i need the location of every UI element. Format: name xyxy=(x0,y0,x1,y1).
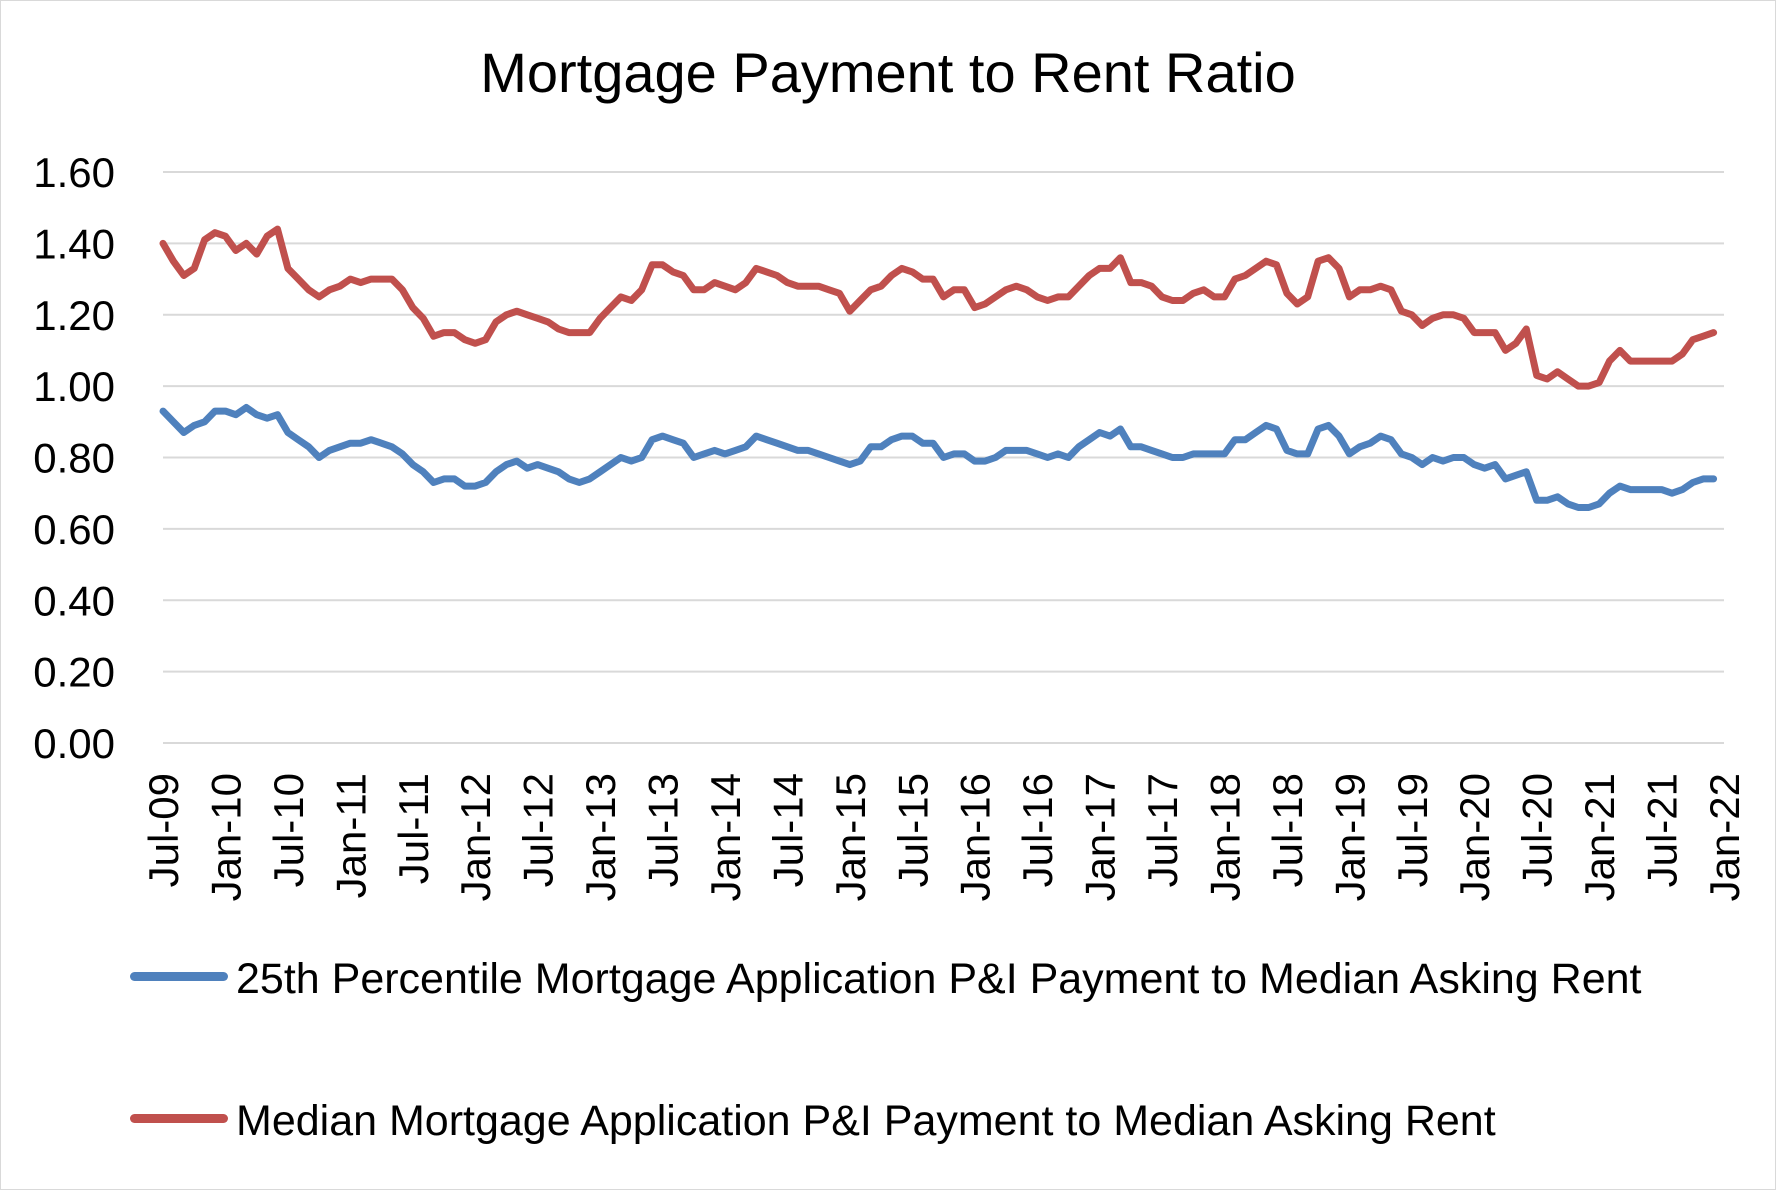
x-tick-label: Jan-13 xyxy=(577,773,624,901)
y-tick-label: 0.40 xyxy=(33,577,115,624)
series-lines xyxy=(159,225,1718,511)
y-tick-label: 1.20 xyxy=(33,292,115,339)
x-tick-label: Jan-14 xyxy=(702,773,749,901)
y-axis-ticks: 0.00 0.20 0.40 0.60 0.80 1.00 1.20 1.40 1.60 xyxy=(33,149,115,767)
y-tick-label: 0.60 xyxy=(33,506,115,553)
x-tick-label: Jul-09 xyxy=(140,773,187,887)
x-tick-label: Jul-10 xyxy=(265,773,312,887)
x-tick-label: Jul-20 xyxy=(1514,773,1561,887)
legend-label-25th-percentile: 25th Percentile Mortgage Application P&I… xyxy=(236,955,1642,1003)
x-tick-label: Jul-15 xyxy=(889,773,936,887)
y-tick-label: 1.40 xyxy=(33,220,115,267)
y-tick-label: 1.60 xyxy=(33,149,115,196)
legend-entry-25th-percentile: 25th Percentile Mortgage Application P&I… xyxy=(130,948,1690,1010)
x-tick-label: Jul-18 xyxy=(1264,773,1311,887)
x-tick-label: Jul-13 xyxy=(640,773,687,887)
x-tick-label: Jul-21 xyxy=(1639,773,1686,887)
x-tick-label: Jul-14 xyxy=(764,773,811,887)
x-tick-label: Jul-16 xyxy=(1014,773,1061,887)
series-line-0 xyxy=(159,404,1718,511)
y-tick-label: 0.00 xyxy=(33,720,115,767)
x-tick-label: Jul-11 xyxy=(390,773,437,884)
x-tick-label: Jan-20 xyxy=(1451,773,1498,901)
x-tick-label: Jul-19 xyxy=(1389,773,1436,887)
chart-title: Mortgage Payment to Rent Ratio xyxy=(480,41,1296,104)
x-tick-label: Jan-12 xyxy=(452,773,499,901)
x-tick-label: Jan-19 xyxy=(1326,773,1373,901)
y-tick-label: 1.00 xyxy=(33,363,115,410)
x-tick-label: Jul-17 xyxy=(1139,773,1186,887)
x-tick-label: Jan-16 xyxy=(952,773,999,901)
y-tick-label: 0.20 xyxy=(33,649,115,696)
x-tick-label: Jan-11 xyxy=(327,773,374,898)
x-tick-label: Jan-15 xyxy=(827,773,874,901)
legend-label-median: Median Mortgage Application P&I Payment … xyxy=(236,1097,1496,1145)
x-tick-label: Jan-10 xyxy=(202,773,249,901)
legend-swatch-25th-percentile xyxy=(130,972,228,981)
x-tick-label: Jan-22 xyxy=(1701,773,1748,901)
x-axis-ticks: Jul-09 Jan-10 Jul-10 Jan-11 Jul-11 Jan-12 Jul-… xyxy=(140,773,1748,901)
legend-entry-median: Median Mortgage Application P&I Payment … xyxy=(130,1090,1690,1152)
x-tick-label: Jan-18 xyxy=(1201,773,1248,901)
x-tick-label: Jan-17 xyxy=(1077,773,1124,901)
y-tick-label: 0.80 xyxy=(33,435,115,482)
series-line-1 xyxy=(159,225,1718,390)
x-tick-label: Jan-21 xyxy=(1576,773,1623,901)
legend-swatch-median xyxy=(130,1114,228,1123)
x-tick-label: Jul-12 xyxy=(515,773,562,887)
